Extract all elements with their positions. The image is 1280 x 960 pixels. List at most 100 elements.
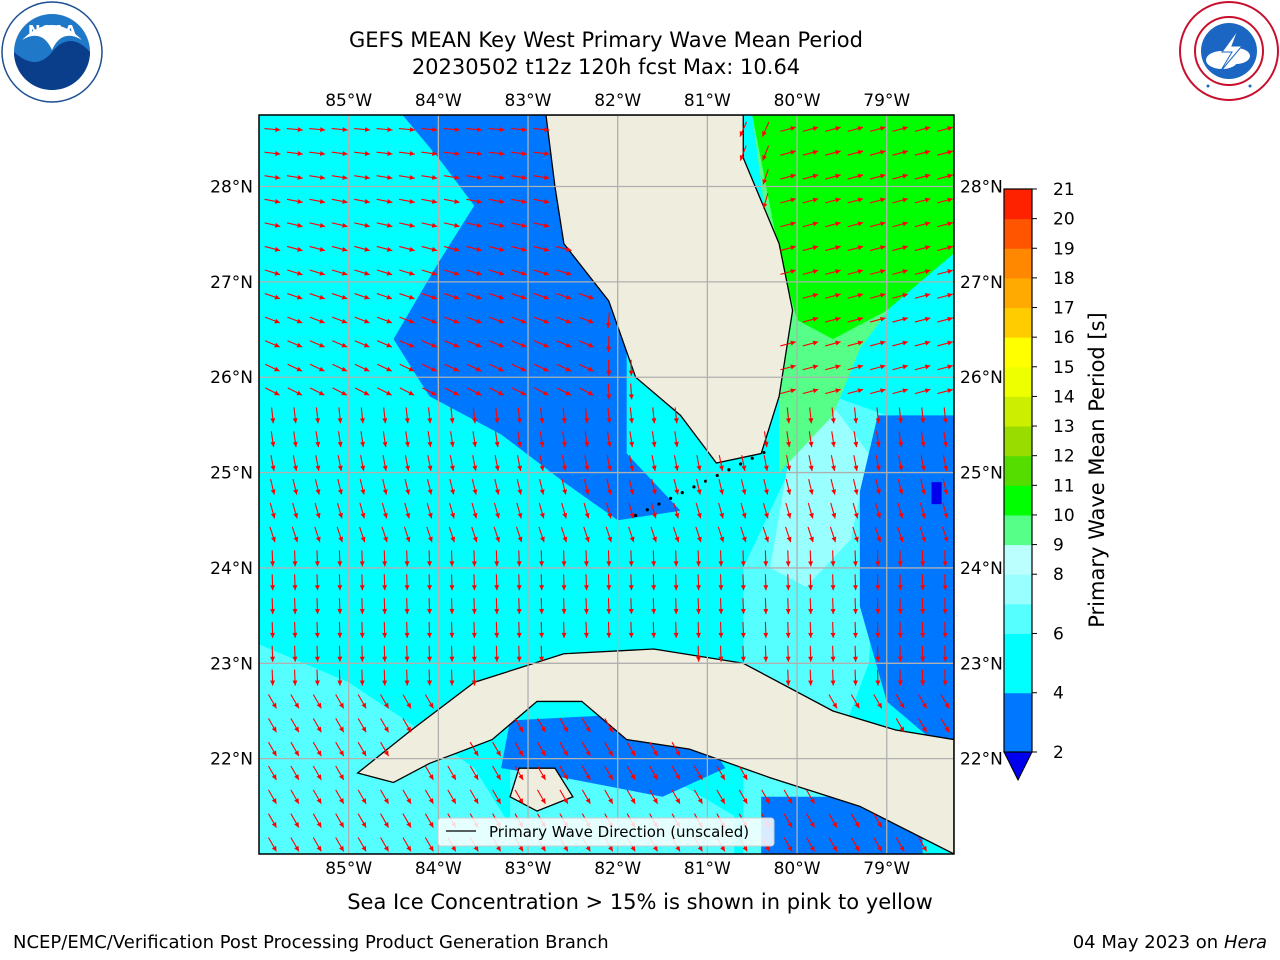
- wave-arrow: [292, 621, 298, 638]
- wave-arrow: [354, 222, 371, 228]
- wave-arrow: [940, 694, 950, 709]
- wave-arrow: [424, 813, 434, 828]
- wave-arrow: [488, 269, 505, 276]
- wave-arrow: [264, 245, 281, 252]
- wave-arrow: [875, 550, 881, 567]
- wave-arrow: [920, 598, 926, 615]
- wave-arrow: [578, 387, 594, 396]
- wave-arrow: [584, 407, 590, 424]
- wave-arrow: [335, 789, 345, 804]
- wave-arrow: [376, 340, 393, 348]
- wave-arrow: [937, 221, 953, 228]
- wave-arrow: [335, 694, 345, 709]
- wave-arrow: [873, 837, 883, 852]
- wave-arrow: [335, 765, 345, 781]
- wave-arrow: [808, 550, 814, 567]
- wave-arrow: [780, 197, 796, 204]
- wave-arrow: [869, 340, 886, 347]
- wave-arrow: [382, 431, 388, 448]
- wave-arrow: [802, 269, 819, 275]
- wave-arrow: [869, 149, 886, 156]
- wave-arrow: [937, 149, 953, 156]
- colorbar-segment: [1004, 189, 1032, 220]
- wave-arrow: [869, 197, 886, 204]
- wave-arrow: [606, 335, 612, 352]
- wave-arrow: [583, 502, 590, 519]
- wave-arrow: [914, 126, 931, 132]
- wave-arrow: [332, 363, 348, 372]
- wave-arrow: [717, 526, 725, 543]
- wave-arrow: [937, 269, 953, 275]
- wave-arrow: [382, 645, 388, 662]
- wave-arrow: [471, 645, 477, 662]
- wave-arrow: [561, 502, 568, 519]
- wave-arrow: [493, 502, 500, 519]
- wave-arrow: [673, 478, 680, 495]
- wave-arrow: [892, 340, 909, 347]
- wave-arrow: [937, 126, 953, 132]
- wave-arrow: [852, 669, 858, 686]
- wave-arrow: [292, 455, 298, 472]
- wave-arrow: [897, 669, 903, 686]
- wave-arrow: [825, 364, 841, 371]
- wave-arrow: [673, 621, 679, 638]
- wave-arrow: [847, 340, 864, 347]
- wave-arrow: [359, 621, 365, 638]
- wave-arrow: [852, 526, 859, 543]
- wave-arrow: [404, 621, 410, 638]
- wave-arrow: [533, 174, 550, 180]
- florida-key: [680, 491, 684, 495]
- wave-arrow: [511, 151, 528, 156]
- wave-arrow: [286, 127, 303, 133]
- wave-arrow: [426, 502, 433, 519]
- wave-arrow: [808, 478, 814, 495]
- wave-arrow: [380, 694, 390, 709]
- footer-date: 04 May 2023 on Hera: [1073, 932, 1267, 953]
- wave-arrow: [847, 173, 864, 180]
- wave-arrow: [578, 316, 594, 324]
- colorbar: 2 4 6 8 9 10 11 12 13 14 15 16 17 18 19 20 21: [1003, 180, 1075, 782]
- wave-arrow: [825, 292, 841, 299]
- wave-arrow: [583, 621, 589, 638]
- wave-arrow: [449, 621, 455, 638]
- wave-arrow: [914, 316, 931, 323]
- wave-arrow: [466, 245, 483, 252]
- wave-arrow: [494, 478, 500, 495]
- wave-arrow: [270, 598, 276, 615]
- wave-arrow: [270, 550, 276, 567]
- wave-arrow: [718, 550, 724, 567]
- wave-arrow: [828, 813, 838, 828]
- wave-arrow: [875, 574, 881, 591]
- wave-arrow: [869, 173, 886, 180]
- wave-arrow: [376, 198, 393, 204]
- wave-arrow: [783, 813, 793, 828]
- wave-arrow: [918, 718, 928, 733]
- lon-tick-top: 82°W: [594, 91, 641, 111]
- wave-arrow: [559, 718, 569, 733]
- wave-arrow: [424, 765, 434, 781]
- wave-arrow: [762, 192, 769, 209]
- wave-arrow: [561, 478, 568, 495]
- wave-arrow: [740, 526, 747, 543]
- wave-arrow: [488, 316, 505, 324]
- wave-arrow: [869, 388, 886, 395]
- wave-arrow: [606, 455, 612, 472]
- wave-arrow: [763, 478, 769, 495]
- wave-arrow: [740, 621, 746, 638]
- wave-arrow: [264, 269, 281, 276]
- field-10-11s: [752, 115, 954, 340]
- wave-arrow: [516, 478, 523, 495]
- wave-arrow: [466, 174, 483, 180]
- wave-arrow: [264, 127, 281, 133]
- wave-arrow: [331, 174, 348, 180]
- wave-arrow: [290, 813, 300, 828]
- wave-arrow: [331, 127, 348, 133]
- wave-arrow: [511, 387, 527, 396]
- wave-arrow: [489, 340, 505, 348]
- colorbar-segment: [1004, 366, 1032, 397]
- wave-arrow: [539, 598, 545, 615]
- wave-arrow: [332, 340, 348, 348]
- wave-arrow: [359, 598, 365, 615]
- wave-arrow: [785, 502, 792, 519]
- wave-arrow: [606, 621, 612, 638]
